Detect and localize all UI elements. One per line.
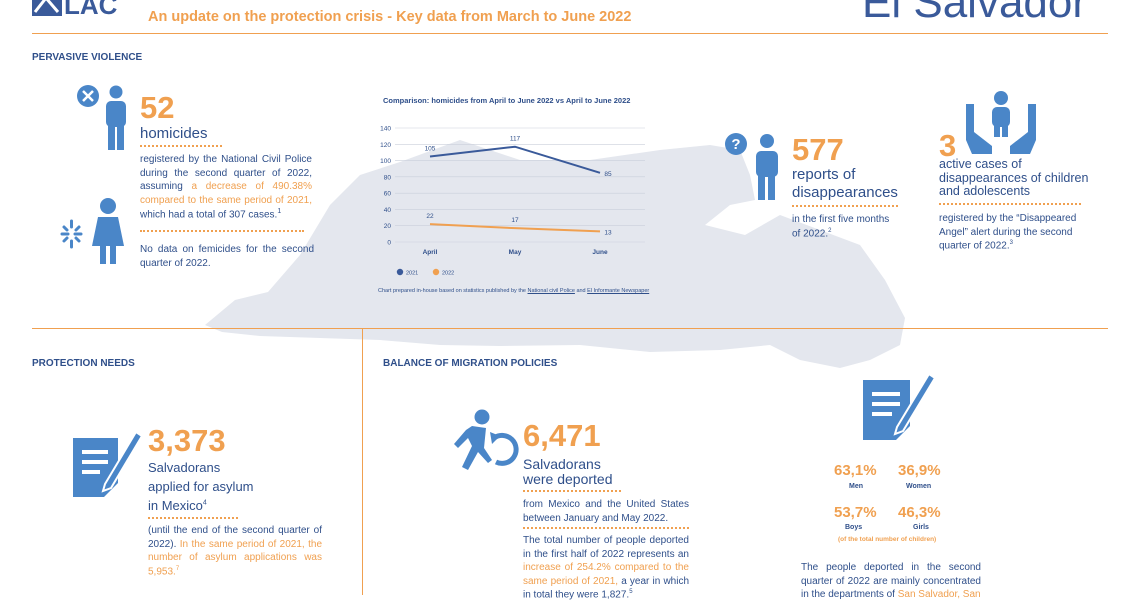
document-pen-icon-2: [863, 372, 937, 440]
disappearances-text: in the first five months of 2022.2: [792, 214, 890, 239]
logo: LAC: [32, 0, 132, 22]
girls-pct: 46,3%: [898, 504, 941, 521]
y-tick-label: 0: [387, 240, 391, 247]
legend-label: 2022: [442, 271, 454, 277]
homicides-text: registered by the National Civil Police …: [140, 154, 312, 221]
children-total-note: (of the total number of children): [838, 536, 937, 543]
person-x-icon: [77, 85, 126, 150]
disappearances-number: 577: [792, 132, 844, 167]
mid-divider: [32, 328, 1108, 329]
men-pct: 63,1%: [834, 462, 877, 479]
deported-divider-2: [523, 527, 689, 529]
y-tick-label: 140: [380, 126, 391, 133]
legend-label: 2021: [406, 271, 418, 277]
data-label: 13: [604, 229, 612, 236]
section-title-migration: BALANCE OF MIGRATION POLICIES: [383, 358, 558, 369]
children-text: registered by the “Disappeared Angel” al…: [939, 213, 1077, 252]
data-label: 105: [425, 146, 436, 153]
data-label: 117: [510, 136, 521, 143]
svg-text:?: ?: [731, 136, 740, 153]
boys-pct: 53,7%: [834, 504, 877, 521]
girls-label: Girls: [913, 524, 929, 531]
country-title: El Salvador: [862, 0, 1088, 27]
boys-label: Boys: [845, 524, 863, 531]
person-question-icon: ?: [725, 133, 778, 200]
asylum-label-2: applied for asylum: [148, 479, 254, 494]
data-label: 22: [426, 213, 434, 220]
deported-label-1: Salvadorans: [523, 456, 601, 472]
children-number: 3: [939, 128, 957, 163]
y-tick-label: 20: [384, 223, 392, 230]
children-label: active cases of disappearances of childr…: [939, 157, 1089, 198]
section-title-violence: PERVASIVE VIOLENCE: [32, 52, 143, 63]
deported-label-2: were deported: [523, 471, 613, 487]
deported-number: 6,471: [523, 418, 601, 453]
homicides-chart: 0 20 40 60 80 100 120 140 April May June 105 117 85 20…: [380, 126, 645, 277]
asylum-text: (until the end of the second quarter of …: [148, 525, 322, 577]
women-pct: 36,9%: [898, 462, 941, 479]
y-tick-label: 80: [384, 174, 392, 181]
data-label: 85: [604, 171, 612, 178]
x-tick-label: June: [592, 249, 608, 256]
homicides-divider-2: [140, 230, 304, 232]
deported-text-1: from Mexico and the United States betwee…: [523, 499, 689, 524]
logo-text: LAC: [64, 0, 118, 20]
chart-source: Chart prepared in-house based on statist…: [378, 288, 650, 294]
deportation-runner-icon: [454, 409, 519, 470]
protected-child-icon: [966, 91, 1036, 154]
legend-marker-2021: [396, 268, 404, 276]
men-label: Men: [849, 483, 863, 490]
y-tick-label: 40: [384, 207, 392, 214]
logo-mark-icon: [32, 0, 62, 16]
series-line-2022: [429, 223, 601, 233]
vertical-divider: [362, 328, 363, 595]
asylum-label-1: Salvadorans: [148, 460, 221, 475]
disappearances-label-2: disappearances: [792, 184, 898, 201]
y-tick-label: 100: [380, 158, 391, 165]
deported-text-2: The total number of people deported in t…: [523, 535, 690, 601]
y-tick-label: 60: [384, 191, 392, 198]
femicide-woman-icon: [60, 198, 124, 264]
women-label: Women: [906, 483, 932, 490]
asylum-number: 3,373: [148, 423, 226, 458]
data-label: 17: [511, 217, 519, 224]
asylum-divider: [148, 517, 238, 519]
x-tick-label: April: [423, 249, 438, 256]
source-link-newspaper[interactable]: El Informante Newspaper: [587, 288, 650, 294]
x-tick-label: May: [509, 249, 522, 256]
chart-title: Comparison: homicides from April to June…: [383, 96, 631, 105]
y-tick-label: 120: [380, 142, 391, 149]
header-subtitle: An update on the protection crisis - Key…: [148, 9, 632, 25]
disappearances-divider: [792, 205, 898, 207]
femicides-text: No data on femicides for the second quar…: [140, 244, 314, 269]
deported-divider: [523, 490, 621, 492]
source-link-police[interactable]: National civil Police: [527, 288, 575, 294]
legend-marker-2022: [432, 268, 440, 276]
disappearances-label-1: reports of: [792, 166, 856, 183]
header-divider: [32, 33, 1108, 34]
section-title-protection: PROTECTION NEEDS: [32, 358, 135, 369]
homicides-number: 52: [140, 90, 175, 125]
document-pen-icon: [73, 430, 144, 497]
homicides-label: homicides: [140, 125, 208, 142]
homicides-divider: [140, 145, 222, 147]
children-divider: [939, 203, 1081, 205]
series-line-2021: [429, 145, 601, 174]
departments-text: The people deported in the second quarte…: [801, 562, 981, 600]
asylum-label-3: in Mexico4: [148, 498, 207, 513]
